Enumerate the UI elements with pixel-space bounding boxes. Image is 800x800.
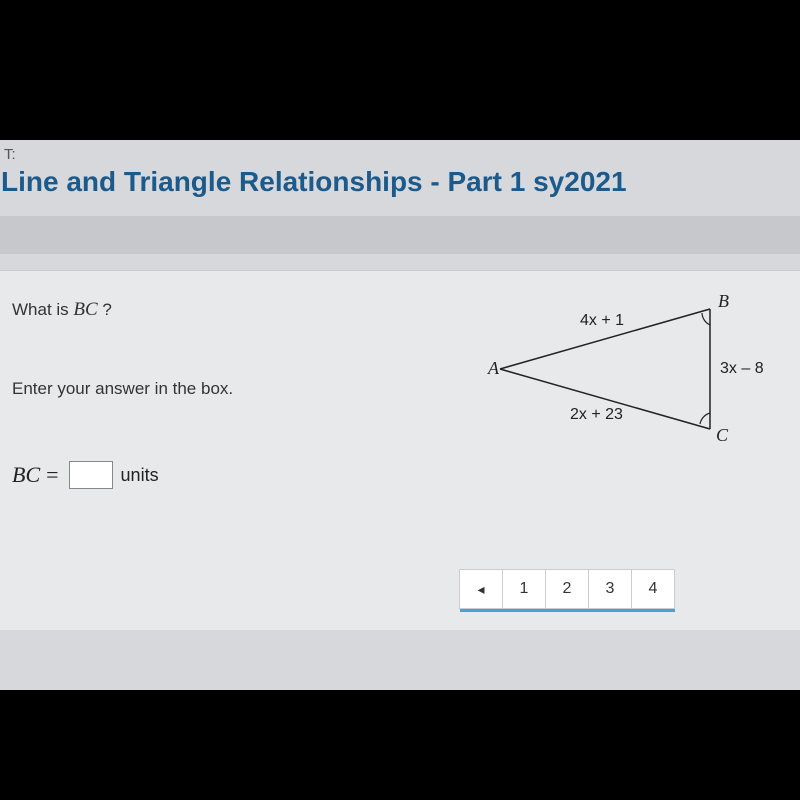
header-label: T: [4, 146, 16, 163]
triangle-diagram: A B C 4x + 1 2x + 23 3x – 8 [470, 289, 770, 449]
gray-bar [0, 216, 800, 254]
paginator: ◂ 1 2 3 4 [460, 569, 675, 612]
vertex-c-label: C [716, 425, 729, 445]
prev-button[interactable]: ◂ [459, 569, 503, 609]
page-4-button[interactable]: 4 [631, 569, 675, 609]
question-prefix: What is [12, 300, 73, 319]
content-area: T: Line and Triangle Relationships - Par… [0, 140, 800, 690]
angle-tick-b [702, 313, 710, 325]
side-ac-label: 2x + 23 [570, 406, 623, 423]
vertex-a-label: A [487, 358, 500, 378]
page-2-button[interactable]: 2 [545, 569, 589, 609]
question-var: BC [73, 299, 97, 320]
question-text: What is BC ? [12, 299, 112, 321]
answer-units: units [121, 465, 159, 486]
instruction-text: Enter your answer in the box. [12, 379, 233, 399]
page-1-button[interactable]: 1 [502, 569, 546, 609]
question-panel: What is BC ? Enter your answer in the bo… [0, 270, 800, 630]
answer-var: BC [12, 462, 40, 488]
angle-tick-c [700, 413, 710, 424]
answer-row: BC = units [12, 461, 159, 489]
answer-input[interactable] [69, 461, 113, 489]
page-title: Line and Triangle Relationships - Part 1… [1, 166, 627, 198]
side-ab-label: 4x + 1 [580, 312, 624, 329]
answer-eq: = [46, 462, 58, 488]
question-suffix: ? [102, 300, 111, 319]
vertex-b-label: B [718, 291, 729, 311]
side-bc-label: 3x – 8 [720, 360, 764, 377]
page-3-button[interactable]: 3 [588, 569, 632, 609]
